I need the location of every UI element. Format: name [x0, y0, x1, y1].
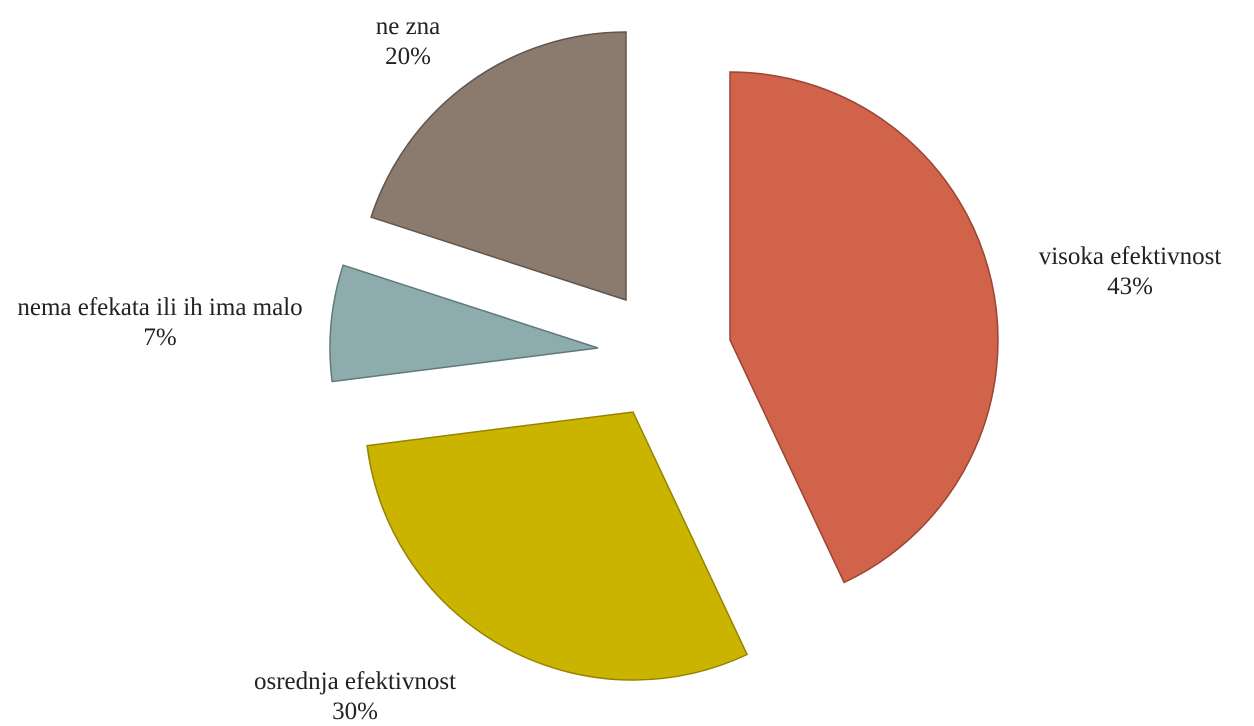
value-label: 30% [332, 698, 378, 725]
category-name: visoka efektivnost [1038, 243, 1222, 270]
slice-label: nema efekata ili ih ima malo 7% [0, 293, 320, 353]
slice-label: visoka efektivnost 43% [1000, 242, 1254, 302]
pie-slice [366, 411, 749, 681]
pie-slice [729, 71, 999, 584]
value-label: 20% [385, 43, 431, 70]
category-name: nema efekata ili ih ima malo [17, 294, 303, 321]
value-label: 7% [143, 324, 177, 351]
category-name: ne zna [375, 13, 441, 40]
pie-slice [329, 264, 599, 383]
slice-label: osrednja efektivnost 30% [205, 667, 505, 726]
category-name: osrednja efektivnost [253, 668, 457, 695]
slice-label: ne zna 20% [308, 12, 508, 72]
value-label: 43% [1107, 273, 1153, 300]
pie-slice [370, 31, 627, 302]
